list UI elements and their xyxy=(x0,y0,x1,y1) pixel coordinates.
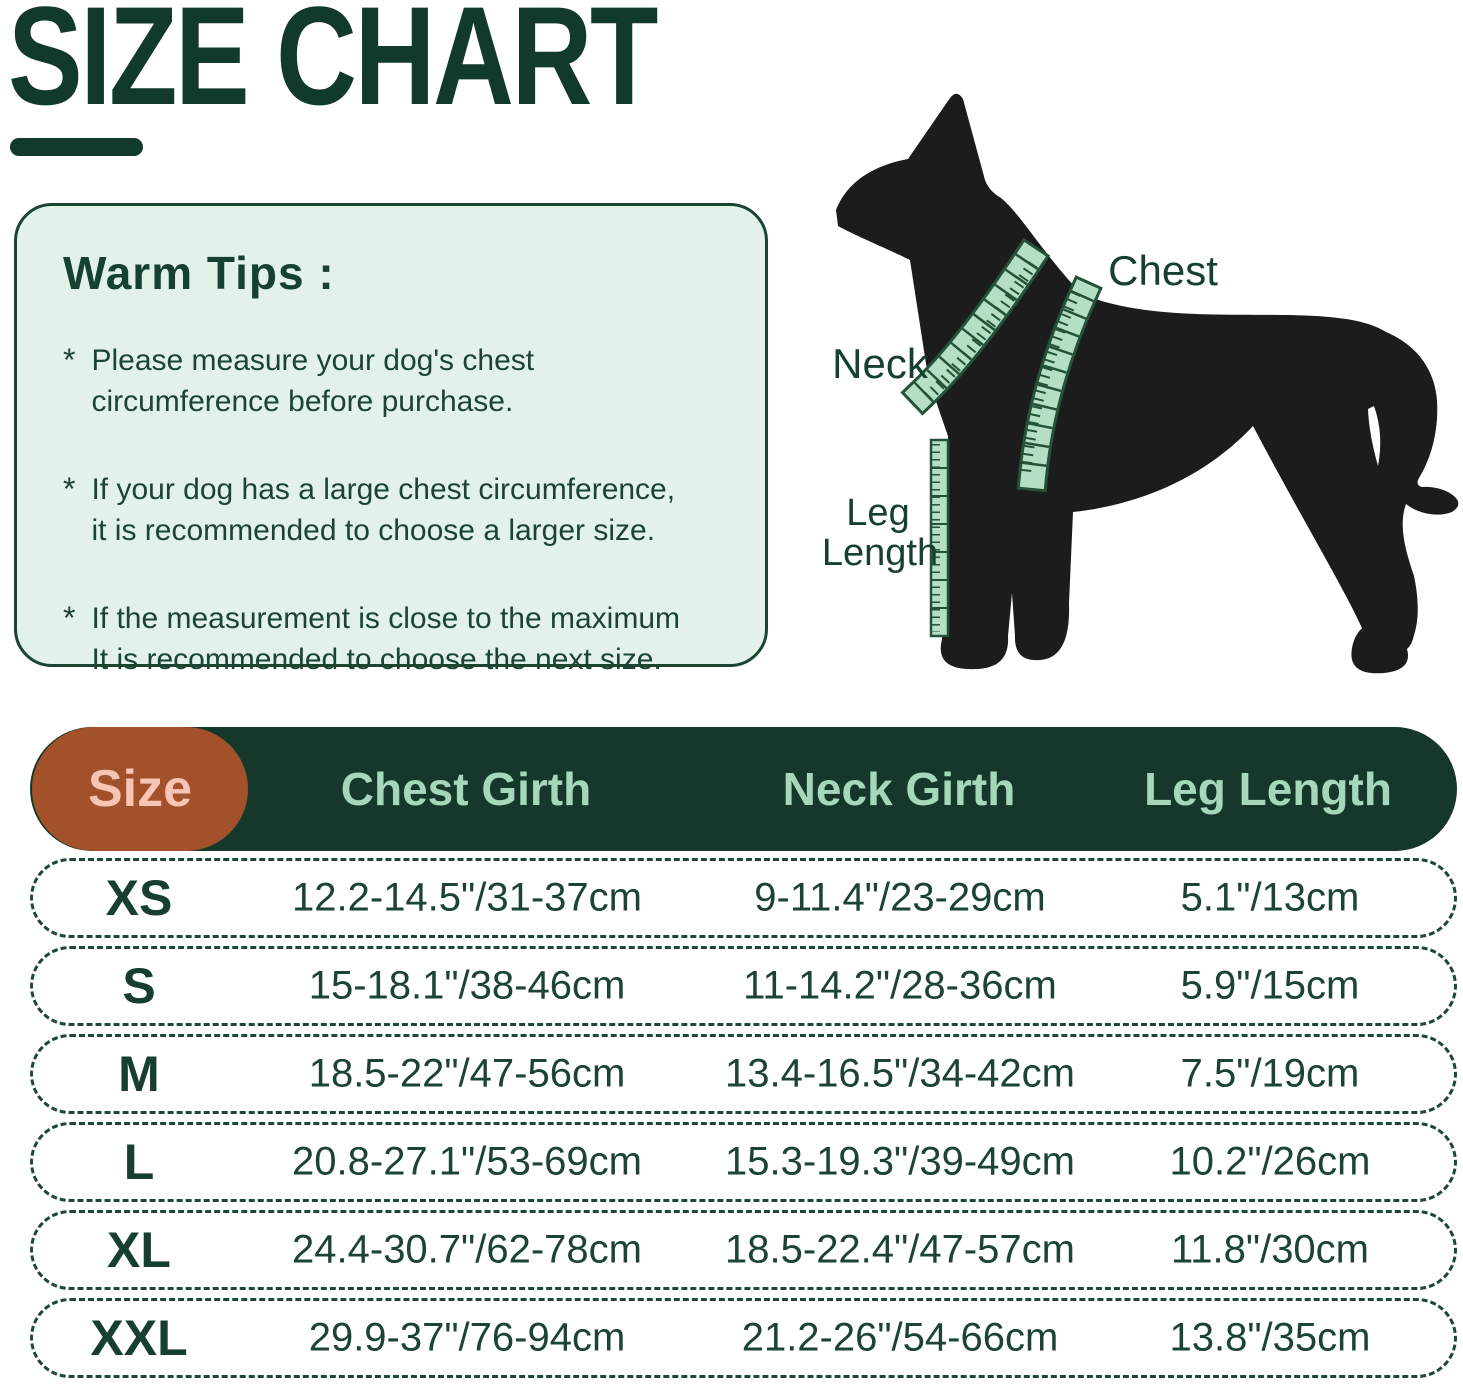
tip-item: * If your dog has a large chest circumfe… xyxy=(63,469,729,552)
chest-label: Chest xyxy=(1108,247,1218,294)
size-value: XXL xyxy=(90,1310,188,1366)
tail-gap xyxy=(1368,406,1381,466)
chest-value: 24.4-30.7"/62-78cm xyxy=(292,1227,642,1272)
dog-measurement-diagram: Chest Neck Leg Length xyxy=(822,93,1459,674)
neck-label: Neck xyxy=(832,340,929,387)
size-value: L xyxy=(123,1134,155,1190)
chest-girth-header: Chest Girth xyxy=(340,763,592,815)
table-header: Size Chest Girth Neck Girth Leg Length xyxy=(30,727,1457,851)
table-row-xs: XS 12.2-14.5"/31-37cm 9-11.4"/23-29cm 5.… xyxy=(30,858,1457,938)
table-row-s: S 15-18.1"/38-46cm 11-14.2"/28-36cm 5.9"… xyxy=(30,946,1457,1026)
size-value: XL xyxy=(107,1222,171,1278)
chest-value: 20.8-27.1"/53-69cm xyxy=(292,1139,642,1184)
asterisk-bullet: * xyxy=(63,470,76,507)
size-header-pill: Size xyxy=(32,727,248,851)
leg-length-header: Leg Length xyxy=(1144,763,1392,815)
table-row-xxl: XXL 29.9-37"/76-94cm 21.2-26"/54-66cm 13… xyxy=(30,1298,1457,1378)
leg-value: 11.8"/30cm xyxy=(1170,1227,1370,1272)
chest-tape-minor-ticks xyxy=(1021,290,1081,475)
leg-length-label-line1: Leg xyxy=(846,492,909,534)
table-row-l: L 20.8-27.1"/53-69cm 15.3-19.3"/39-49cm … xyxy=(30,1122,1457,1202)
table-row-xl: XL 24.4-30.7"/62-78cm 18.5-22.4"/47-57cm… xyxy=(30,1210,1457,1290)
tip-text: If your dog has a large chest circumfere… xyxy=(91,472,676,548)
leg-value: 5.1"/13cm xyxy=(1180,875,1360,920)
chest-value: 15-18.1"/38-46cm xyxy=(308,963,626,1008)
warm-tips-box: Warm Tips : * Please measure your dog's … xyxy=(14,203,768,676)
leg-length-label-line2: Length xyxy=(822,532,938,574)
size-value: M xyxy=(118,1046,160,1102)
tip-item: * If the measurement is close to the max… xyxy=(63,598,729,681)
leg-value: 13.8"/35cm xyxy=(1169,1315,1371,1360)
chest-value: 29.9-37"/76-94cm xyxy=(308,1315,626,1360)
title-underline xyxy=(10,138,143,156)
asterisk-bullet: * xyxy=(63,342,76,378)
neck-value: 21.2-26"/54-66cm xyxy=(741,1315,1059,1360)
size-value: S xyxy=(122,958,156,1014)
tip-text: Please measure your dog's chest circumfe… xyxy=(91,344,535,419)
chest-value: 12.2-14.5"/31-37cm xyxy=(292,875,642,920)
page-title: SIZE CHART xyxy=(8,0,658,134)
asterisk-bullet: * xyxy=(63,599,76,636)
table-row-m: M 18.5-22"/47-56cm 13.4-16.5"/34-42cm 7.… xyxy=(30,1034,1457,1114)
chest-tape-fill xyxy=(1019,279,1099,490)
neck-tape-minor-ticks xyxy=(924,260,1038,401)
tip-text: If the measurement is close to the maxim… xyxy=(91,601,681,676)
leg-ruler xyxy=(929,438,950,638)
neck-value: 13.4-16.5"/34-42cm xyxy=(725,1051,1075,1096)
neck-girth-header: Neck Girth xyxy=(782,763,1016,815)
leg-value: 10.2"/26cm xyxy=(1169,1139,1371,1184)
neck-value: 9-11.4"/23-29cm xyxy=(754,875,1046,920)
neck-value: 11-14.2"/28-36cm xyxy=(743,963,1057,1008)
leg-value: 5.9"/15cm xyxy=(1180,963,1360,1008)
neck-value: 15.3-19.3"/39-49cm xyxy=(725,1139,1075,1184)
chest-value: 18.5-22"/47-56cm xyxy=(308,1051,626,1096)
dog-silhouette-icon xyxy=(836,93,1459,674)
leg-value: 7.5"/19cm xyxy=(1180,1051,1360,1096)
warm-tips-heading: Warm Tips : xyxy=(63,247,335,299)
tip-item: * Please measure your dog's chest circum… xyxy=(63,340,729,423)
size-value: XS xyxy=(105,870,173,926)
neck-tape-fill xyxy=(904,241,1047,412)
neck-value: 18.5-22.4"/47-57cm xyxy=(725,1227,1075,1272)
